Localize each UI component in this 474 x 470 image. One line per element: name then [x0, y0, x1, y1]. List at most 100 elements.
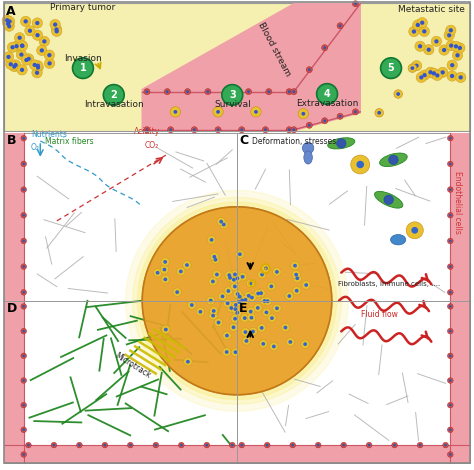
- Circle shape: [129, 444, 132, 446]
- Polygon shape: [142, 207, 332, 395]
- Circle shape: [32, 18, 43, 28]
- Circle shape: [264, 266, 268, 270]
- Circle shape: [450, 74, 454, 78]
- Circle shape: [251, 329, 255, 333]
- Circle shape: [22, 291, 25, 294]
- Circle shape: [21, 378, 27, 384]
- Circle shape: [456, 72, 466, 83]
- Circle shape: [55, 27, 59, 31]
- Text: Deformation, stresses: Deformation, stresses: [252, 137, 336, 147]
- Text: 4: 4: [324, 89, 330, 99]
- Circle shape: [22, 188, 25, 191]
- Circle shape: [447, 238, 453, 244]
- Text: Primary tumor: Primary tumor: [50, 2, 116, 12]
- Circle shape: [449, 404, 452, 407]
- Circle shape: [449, 291, 452, 294]
- Circle shape: [161, 258, 169, 266]
- Circle shape: [381, 58, 401, 78]
- Ellipse shape: [374, 191, 403, 208]
- Circle shape: [283, 326, 287, 329]
- Circle shape: [186, 90, 189, 93]
- Circle shape: [449, 354, 452, 357]
- Circle shape: [337, 139, 346, 148]
- Circle shape: [449, 453, 452, 456]
- Circle shape: [22, 330, 25, 332]
- Circle shape: [451, 41, 461, 52]
- Circle shape: [184, 88, 191, 94]
- Circle shape: [215, 127, 221, 133]
- Circle shape: [8, 19, 12, 24]
- Circle shape: [47, 53, 52, 57]
- Circle shape: [231, 444, 234, 446]
- Circle shape: [254, 110, 258, 114]
- Circle shape: [223, 299, 232, 307]
- Circle shape: [247, 90, 250, 93]
- Circle shape: [428, 68, 439, 78]
- Circle shape: [366, 442, 372, 448]
- Text: Metastatic site: Metastatic site: [398, 5, 465, 14]
- Circle shape: [237, 295, 241, 298]
- Polygon shape: [142, 4, 360, 131]
- Circle shape: [338, 24, 341, 27]
- Circle shape: [22, 214, 25, 217]
- Circle shape: [249, 282, 253, 285]
- Circle shape: [222, 223, 226, 227]
- Circle shape: [22, 137, 25, 140]
- Circle shape: [21, 353, 27, 359]
- Circle shape: [259, 291, 263, 295]
- Circle shape: [229, 442, 235, 448]
- Circle shape: [185, 263, 189, 267]
- Circle shape: [153, 268, 162, 277]
- Circle shape: [21, 290, 27, 295]
- Circle shape: [394, 90, 402, 98]
- Circle shape: [262, 308, 271, 317]
- Text: E: E: [239, 302, 248, 315]
- Circle shape: [20, 68, 24, 72]
- Circle shape: [289, 340, 292, 344]
- Circle shape: [238, 273, 247, 281]
- Circle shape: [292, 90, 295, 93]
- Text: ⚙: ⚙: [246, 278, 258, 291]
- Circle shape: [53, 444, 55, 446]
- Circle shape: [10, 60, 21, 70]
- Circle shape: [281, 323, 290, 332]
- Circle shape: [144, 127, 150, 133]
- Circle shape: [5, 18, 9, 23]
- Text: Survival: Survival: [214, 100, 251, 109]
- Circle shape: [233, 308, 242, 317]
- Circle shape: [233, 274, 242, 282]
- Circle shape: [231, 348, 240, 356]
- Circle shape: [377, 111, 381, 115]
- Text: Invasion: Invasion: [64, 54, 102, 63]
- Circle shape: [50, 19, 60, 30]
- Circle shape: [16, 49, 27, 60]
- Circle shape: [22, 163, 25, 165]
- Circle shape: [356, 161, 364, 168]
- Circle shape: [411, 227, 418, 234]
- Circle shape: [449, 188, 452, 191]
- Circle shape: [287, 294, 291, 298]
- Circle shape: [211, 280, 215, 283]
- Circle shape: [190, 303, 194, 307]
- Circle shape: [225, 350, 228, 354]
- Circle shape: [4, 21, 14, 31]
- Circle shape: [264, 311, 268, 314]
- Circle shape: [214, 318, 223, 327]
- Circle shape: [219, 220, 228, 229]
- Circle shape: [225, 88, 231, 94]
- Circle shape: [244, 330, 247, 334]
- Circle shape: [212, 255, 216, 258]
- Circle shape: [45, 58, 55, 69]
- Bar: [237, 301, 470, 463]
- Circle shape: [47, 61, 52, 65]
- Circle shape: [231, 282, 239, 291]
- Circle shape: [2, 15, 12, 25]
- Circle shape: [212, 309, 216, 313]
- Circle shape: [36, 45, 47, 55]
- Text: 2: 2: [110, 90, 117, 100]
- Text: Microtrack: Microtrack: [113, 351, 152, 380]
- Circle shape: [207, 235, 216, 244]
- Circle shape: [246, 307, 255, 316]
- Circle shape: [424, 45, 434, 55]
- Circle shape: [3, 18, 13, 29]
